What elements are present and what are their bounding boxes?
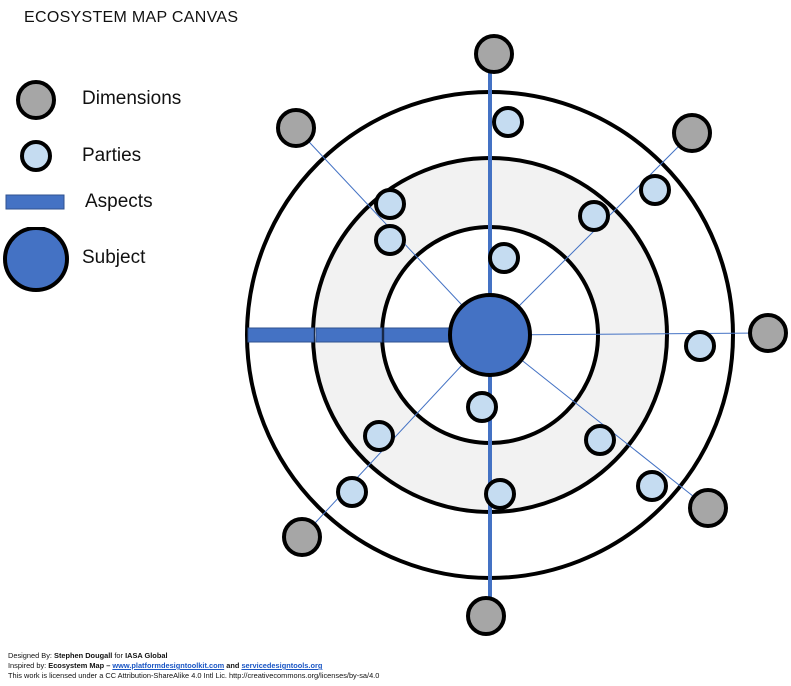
subject-circle [448,293,532,377]
party-circle [584,424,616,456]
footer-link-platformdesigntoolkit[interactable]: www.platformdesigntoolkit.com [112,661,225,670]
footer-link-servicedesigntools[interactable]: servicedesigntools.org [241,661,323,670]
party-circle [684,330,716,362]
dimension-circle [276,108,316,148]
party-circle [363,420,395,452]
footer-org: IASA Global [125,651,168,660]
party-circle [492,106,524,138]
footer-inspired-prefix: Inspired by: [8,661,49,670]
dimension-swatch-icon [16,80,56,120]
party-circle [488,242,520,274]
footer-license-line: This work is licensed under a CC Attribu… [8,671,380,680]
party-circle [636,470,668,502]
subject-swatch-icon [3,227,69,292]
party-swatch-icon [20,140,52,172]
spoke-line [489,132,693,336]
party-circle [578,200,610,232]
footer-designed-line: Designed By: Stephen Dougall for IASA Gl… [8,651,379,661]
spoke-line [489,334,709,509]
spoke-line [301,334,491,538]
legend-item-parties: Parties [0,128,240,188]
footer-inspired-dash: – [104,661,113,670]
dimension-circle [688,488,728,528]
party-circle [639,174,671,206]
dimension-circle [282,517,322,557]
aspect-bar [383,327,451,343]
aspect-swatch-icon [5,194,65,210]
dimension-circle [474,34,514,74]
aspect-bar [247,327,315,343]
party-circle [466,391,498,423]
legend-label-parties: Parties [82,145,142,166]
footer-designed-prefix: Designed By: [8,651,55,660]
footer-inspired-source: Ecosystem Map [48,661,105,670]
legend-label-subject: Subject [82,247,146,268]
footer-inspired-line: Inspired by: Ecosystem Map – www.platfor… [8,661,379,671]
legend-item-subject: Subject [0,227,240,292]
dimension-circle [466,596,506,636]
page-title: ECOSYSTEM MAP CANVAS [24,9,239,26]
dimension-circle [748,313,788,353]
party-circle [336,476,368,508]
legend-item-dimensions: Dimensions [0,72,240,132]
party-circle [484,478,516,510]
party-circle [374,188,406,220]
footer-designer: Stephen Dougall [54,651,113,660]
footer-and: and [224,661,242,670]
legend-item-aspects: Aspects [0,176,240,236]
legend-label-dimensions: Dimensions [82,88,182,109]
dimension-circle [672,113,712,153]
legend-label-aspects: Aspects [85,191,153,212]
footer-designed-for: for [112,651,126,660]
aspect-bar [315,327,383,343]
footer: Designed By: Stephen Dougall for IASA Gl… [8,651,379,681]
party-circle [374,224,406,256]
spoke-line [489,332,769,336]
